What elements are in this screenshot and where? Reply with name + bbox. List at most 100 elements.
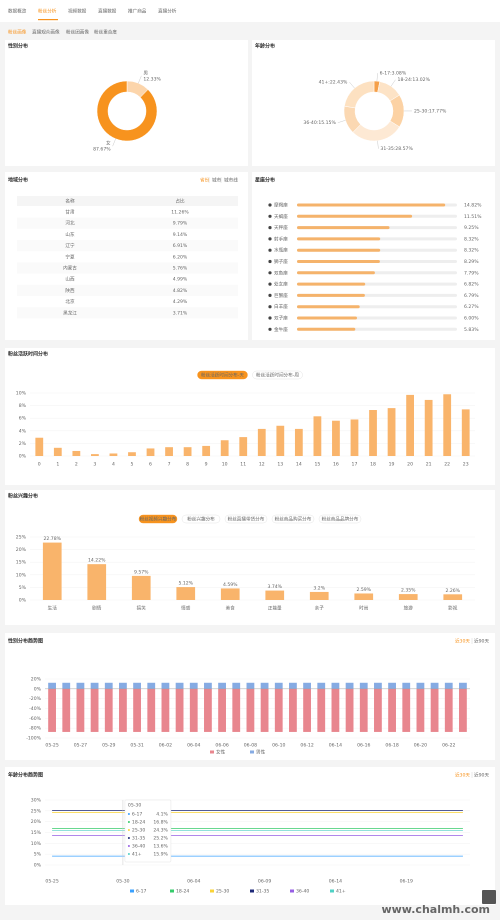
tooltip-name: 25-30: [132, 828, 145, 834]
nav-tab[interactable]: 粉丝分析: [38, 8, 57, 15]
sub-tab[interactable]: 粉丝团画像: [66, 29, 89, 36]
legend-label[interactable]: 25-30: [216, 889, 229, 895]
table-header-cell: 占比: [175, 198, 185, 205]
table-cell: 9.14%: [173, 232, 188, 238]
sub-tab[interactable]: 直播观众画像: [32, 29, 60, 36]
bar: [220, 588, 240, 600]
legend-swatch[interactable]: [210, 889, 214, 893]
legend-label[interactable]: 31-35: [256, 889, 269, 895]
tab-label[interactable]: 粉丝活跃时间分布-天: [201, 372, 244, 379]
category-label: 天秤座: [274, 224, 288, 231]
table-header: [17, 196, 238, 206]
leader-line: [138, 75, 142, 84]
panel-title: 性别分布: [7, 43, 28, 50]
x-tick-label: 1: [56, 462, 59, 468]
value-label: 6.27%: [464, 304, 479, 310]
bar: [189, 682, 198, 689]
bar: [204, 682, 212, 689]
region-tab[interactable]: 城市: [212, 177, 222, 184]
bar: [260, 682, 269, 689]
x-tick-label: 06-10: [272, 743, 285, 749]
legend-swatch[interactable]: [330, 889, 334, 893]
range-link[interactable]: 近90天: [474, 772, 489, 779]
bar: [62, 688, 71, 732]
bar: [161, 682, 170, 689]
tab-label[interactable]: 粉丝直播带货分布: [228, 516, 265, 523]
x-tick-label: 05-27: [74, 743, 87, 749]
bar: [354, 593, 374, 600]
category-label: 金牛座: [274, 326, 288, 333]
nav-tab[interactable]: 视频数据: [68, 8, 87, 15]
tooltip-dot: [127, 821, 130, 823]
value-label: 6.00%: [464, 316, 479, 322]
bar: [239, 437, 248, 456]
panel-title: 性别分布趋势图: [7, 638, 43, 645]
tab-label[interactable]: 粉丝活跃时间分布-周: [256, 372, 299, 379]
legend-label[interactable]: 18-24: [176, 889, 189, 895]
range-link[interactable]: 近30天: [455, 772, 470, 779]
legend-label[interactable]: 女性: [216, 749, 226, 756]
watermark: www.chalmh.com: [381, 903, 490, 916]
bar: [303, 688, 311, 732]
value-label: 9.57%: [134, 569, 149, 575]
nav-tab[interactable]: 数据概览: [8, 8, 27, 15]
y-tick-label: 10%: [16, 391, 27, 397]
legend-swatch[interactable]: [250, 889, 254, 893]
bar: [276, 425, 285, 456]
table-cell: 甘肃: [65, 209, 75, 216]
y-tick-label: 0%: [34, 686, 42, 692]
x-tick-label: 06-14: [329, 879, 342, 885]
tab-button[interactable]: [318, 514, 362, 524]
tab-button[interactable]: [252, 370, 303, 380]
tab-label[interactable]: 粉丝商品购买分布: [275, 516, 312, 523]
nav-tab[interactable]: 直播分析: [158, 8, 177, 15]
x-tick-label: 20: [407, 462, 413, 468]
bar: [303, 682, 311, 689]
y-tick-label: -40%: [29, 706, 42, 712]
table-row-bg: [17, 262, 238, 274]
nav-tab[interactable]: 直播数据: [98, 8, 117, 15]
panel: [5, 348, 495, 485]
value-label: 11.51%: [464, 214, 482, 220]
legend-swatch[interactable]: [290, 889, 294, 893]
legend-label[interactable]: 36-40: [296, 889, 309, 895]
x-tick-label: 旅游: [404, 605, 414, 612]
legend-swatch[interactable]: [210, 750, 214, 754]
nav-tab[interactable]: 推广商品: [128, 8, 147, 15]
bar: [119, 688, 127, 732]
legend-label[interactable]: 41+: [336, 889, 346, 895]
tab-button[interactable]: [271, 514, 315, 524]
tab-label[interactable]: 粉丝兴趣分布: [187, 516, 215, 523]
x-tick-label: 12: [259, 462, 265, 468]
x-tick-label: 5: [131, 462, 134, 468]
scroll-button[interactable]: [482, 890, 496, 904]
y-tick-label: 10%: [16, 572, 27, 578]
region-tab[interactable]: 城市线: [224, 177, 238, 184]
legend-label[interactable]: 6-17: [136, 889, 147, 895]
sign-icon: [268, 259, 272, 264]
tab-button[interactable]: [224, 514, 268, 524]
range-link[interactable]: 近30天: [455, 638, 470, 645]
sub-tab[interactable]: 粉丝画像: [8, 29, 27, 36]
tab-label[interactable]: 粉丝视频兴趣分布: [140, 516, 177, 523]
legend-swatch[interactable]: [250, 750, 254, 754]
bar: [218, 682, 226, 689]
tab-button[interactable]: [138, 514, 178, 524]
table-cell: 山东: [65, 231, 75, 238]
legend-label[interactable]: 男性: [256, 749, 266, 756]
tab-button[interactable]: [181, 514, 221, 524]
y-tick-label: 15%: [16, 560, 27, 566]
table-cell: 11.26%: [171, 210, 189, 216]
x-tick-label: 情感: [181, 605, 191, 612]
sub-tab[interactable]: 粉丝重合度: [94, 29, 117, 36]
region-tab[interactable]: 省份: [200, 177, 210, 184]
tab-label[interactable]: 粉丝商品品牌分布: [322, 516, 359, 523]
x-tick-label: 11: [240, 462, 246, 468]
x-tick-label: 2: [75, 462, 78, 468]
legend-swatch[interactable]: [130, 889, 134, 893]
range-link[interactable]: 近90天: [474, 638, 489, 645]
tab-button[interactable]: [197, 370, 248, 380]
bar: [309, 591, 329, 600]
legend-swatch[interactable]: [170, 889, 174, 893]
